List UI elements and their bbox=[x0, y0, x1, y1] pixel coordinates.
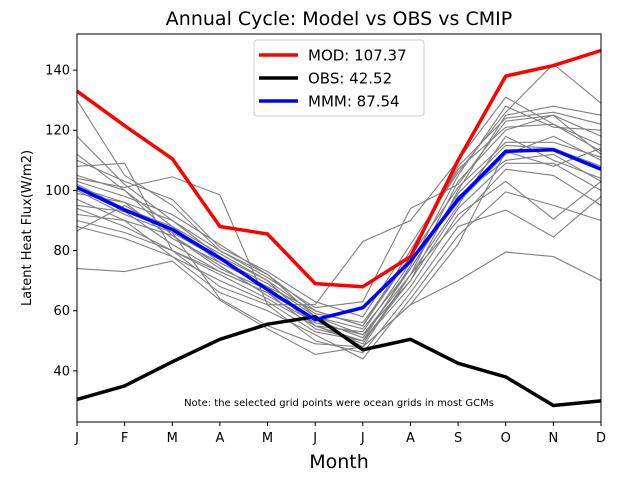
cmip-line-17 bbox=[76, 147, 602, 348]
cmip-line-19 bbox=[76, 63, 602, 318]
x-tick-label: J bbox=[312, 431, 317, 446]
cmip-line-9 bbox=[76, 144, 602, 330]
x-tick-label: M bbox=[262, 431, 273, 446]
x-tick-label: N bbox=[548, 431, 558, 446]
x-tick-label: O bbox=[501, 431, 511, 446]
y-axis-ticks: 40 60 80 100 120 140 bbox=[45, 64, 77, 379]
cmip-line-16 bbox=[76, 191, 602, 360]
x-tick-label: J bbox=[74, 431, 79, 446]
x-tick-label: D bbox=[596, 431, 606, 446]
y-tick-label: 40 bbox=[53, 364, 70, 379]
cmip-line-1 bbox=[76, 99, 602, 336]
mod-line bbox=[75, 48, 602, 289]
chart-annotation: Note: the selected grid points were ocea… bbox=[184, 398, 494, 409]
legend-box bbox=[253, 39, 425, 117]
legend-label: OBS: 42.52 bbox=[308, 70, 392, 88]
cmip-line-14 bbox=[76, 180, 602, 342]
legend: MOD: 107.37 OBS: 42.52 MMM: 87.54 bbox=[253, 39, 425, 117]
x-tick-label: M bbox=[167, 431, 178, 446]
y-tick-label: 60 bbox=[53, 304, 70, 319]
cmip-line-20 bbox=[76, 114, 602, 309]
cmip-line-18 bbox=[76, 251, 602, 355]
y-tick-label: 80 bbox=[53, 244, 70, 259]
main-series bbox=[75, 48, 602, 408]
mmm-line bbox=[76, 148, 602, 322]
y-tick-label: 100 bbox=[45, 184, 70, 199]
x-tick-label: A bbox=[406, 431, 415, 446]
x-axis-label: Month bbox=[309, 451, 369, 473]
cmip-line-10 bbox=[76, 135, 602, 333]
x-tick-label: S bbox=[454, 431, 462, 446]
x-tick-label: J bbox=[360, 431, 365, 446]
x-tick-label: F bbox=[121, 431, 128, 446]
y-tick-label: 140 bbox=[45, 64, 70, 79]
legend-label: MOD: 107.37 bbox=[308, 47, 407, 65]
x-tick-label: A bbox=[215, 431, 224, 446]
chart-title: Annual Cycle: Model vs OBS vs CMIP bbox=[166, 8, 512, 30]
cmip-line-6 bbox=[76, 96, 602, 306]
cmip-line-7 bbox=[76, 123, 602, 327]
y-tick-label: 120 bbox=[45, 124, 70, 139]
obs-line bbox=[76, 314, 602, 408]
plot-frame bbox=[76, 33, 602, 423]
cmip-line-11 bbox=[76, 153, 602, 339]
y-axis-label: Latent Heat Flux(W/m2) bbox=[20, 150, 35, 306]
cmip-line-8 bbox=[76, 141, 602, 324]
legend-label: MMM: 87.54 bbox=[308, 93, 400, 111]
